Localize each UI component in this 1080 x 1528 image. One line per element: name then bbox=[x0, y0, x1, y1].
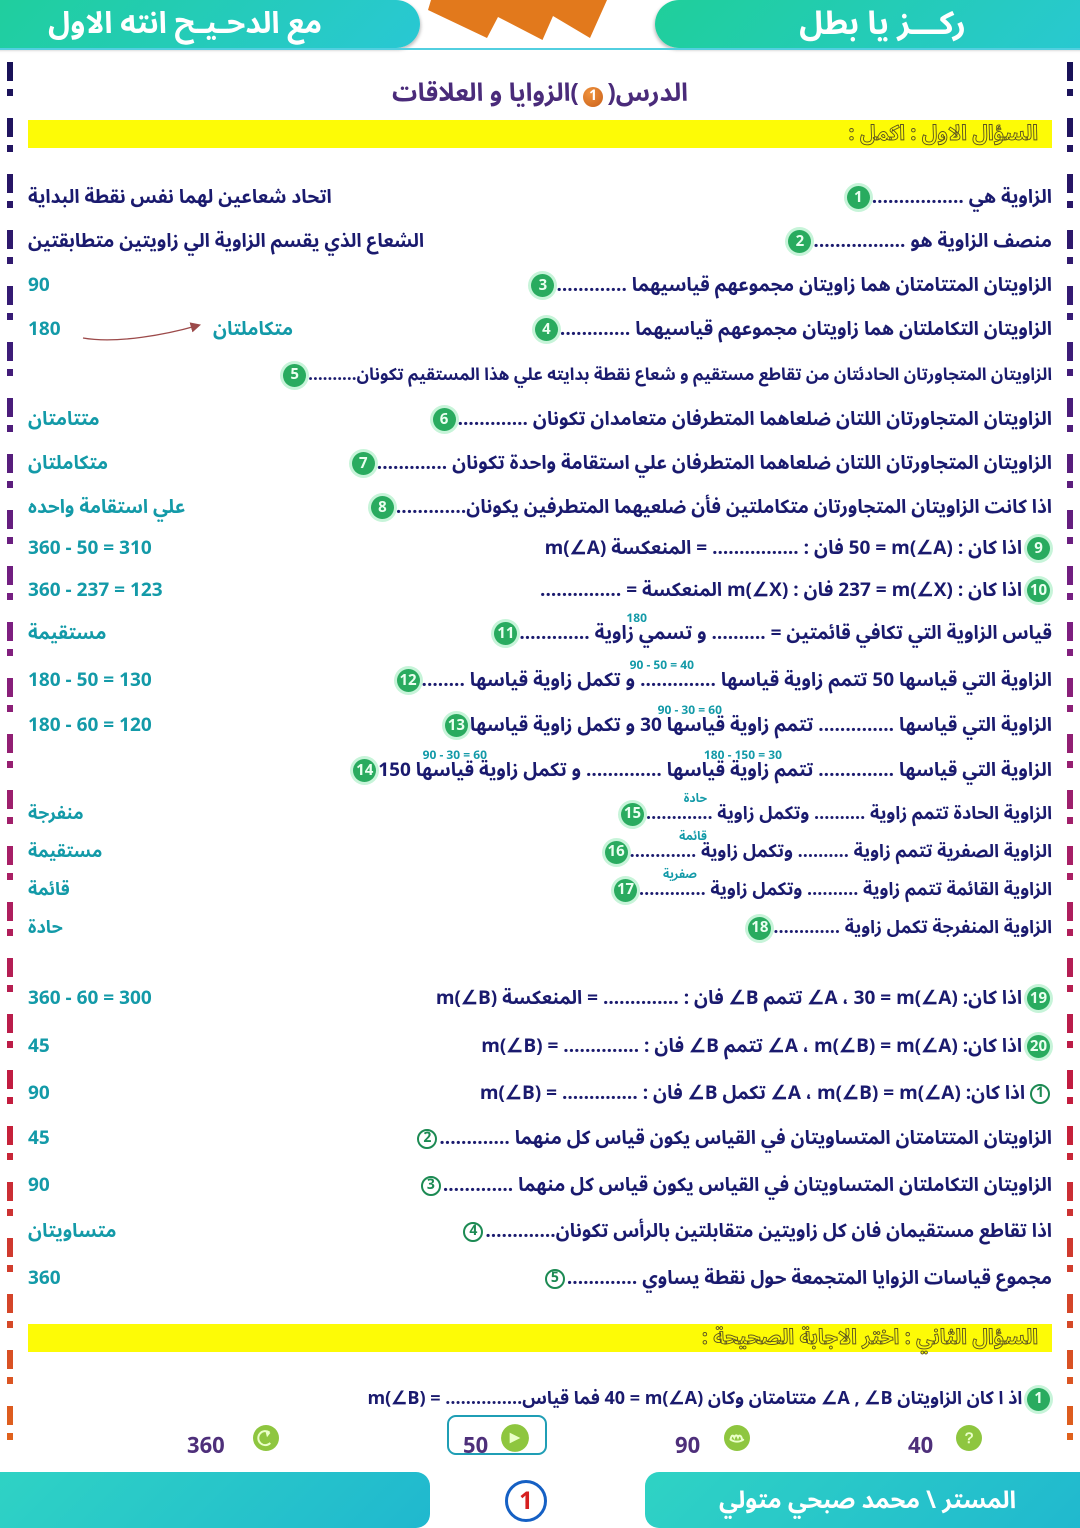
svg-text:?: ? bbox=[965, 1430, 974, 1447]
